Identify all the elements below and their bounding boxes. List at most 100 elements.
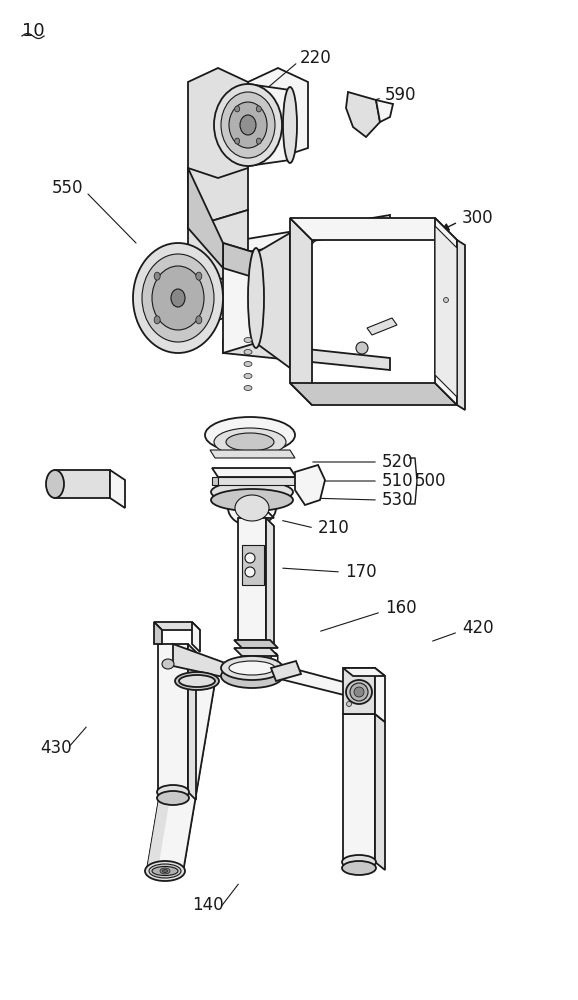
Polygon shape <box>188 270 248 330</box>
Ellipse shape <box>221 92 275 158</box>
Ellipse shape <box>221 656 283 680</box>
Bar <box>242 545 264 585</box>
Polygon shape <box>218 477 296 485</box>
Ellipse shape <box>211 489 293 511</box>
Ellipse shape <box>133 243 223 353</box>
Polygon shape <box>256 233 290 368</box>
Ellipse shape <box>154 272 160 280</box>
Ellipse shape <box>152 266 204 330</box>
Ellipse shape <box>160 868 170 874</box>
Ellipse shape <box>157 791 189 805</box>
Polygon shape <box>343 714 375 862</box>
Polygon shape <box>188 210 248 290</box>
Text: 140: 140 <box>192 896 224 914</box>
Text: 210: 210 <box>318 519 350 537</box>
Text: 520: 520 <box>382 453 414 471</box>
Polygon shape <box>188 168 223 268</box>
Ellipse shape <box>162 869 168 872</box>
Polygon shape <box>212 468 296 477</box>
Text: 510: 510 <box>382 472 414 490</box>
Ellipse shape <box>175 672 219 690</box>
Polygon shape <box>238 510 274 518</box>
Ellipse shape <box>342 861 376 875</box>
Polygon shape <box>290 218 457 240</box>
Ellipse shape <box>245 567 255 577</box>
Polygon shape <box>55 470 110 498</box>
Ellipse shape <box>354 687 364 697</box>
Text: 170: 170 <box>345 563 377 581</box>
Ellipse shape <box>145 861 185 881</box>
Text: 430: 430 <box>40 739 72 757</box>
Polygon shape <box>188 68 248 178</box>
Ellipse shape <box>244 361 252 366</box>
Polygon shape <box>238 518 266 640</box>
Ellipse shape <box>244 385 252 390</box>
Ellipse shape <box>171 289 185 307</box>
Ellipse shape <box>214 428 286 456</box>
Ellipse shape <box>196 272 202 280</box>
Polygon shape <box>457 240 465 410</box>
Ellipse shape <box>256 138 261 144</box>
Polygon shape <box>223 340 390 370</box>
Text: 160: 160 <box>385 599 417 617</box>
Polygon shape <box>346 92 380 137</box>
Ellipse shape <box>240 115 256 135</box>
Polygon shape <box>248 68 308 158</box>
Text: 220: 220 <box>300 49 332 67</box>
Ellipse shape <box>226 433 274 451</box>
Polygon shape <box>290 218 312 405</box>
Ellipse shape <box>346 680 372 704</box>
Polygon shape <box>276 664 356 698</box>
Polygon shape <box>147 678 190 870</box>
Polygon shape <box>188 644 196 800</box>
Ellipse shape <box>229 102 267 148</box>
Polygon shape <box>290 383 457 405</box>
Ellipse shape <box>228 490 276 526</box>
Ellipse shape <box>152 866 178 876</box>
Polygon shape <box>375 714 385 870</box>
Ellipse shape <box>142 254 214 342</box>
Ellipse shape <box>350 683 368 701</box>
Polygon shape <box>154 622 162 644</box>
Ellipse shape <box>283 87 297 163</box>
Polygon shape <box>234 648 278 656</box>
Text: 420: 420 <box>462 619 494 637</box>
Ellipse shape <box>149 864 181 878</box>
Polygon shape <box>435 218 457 405</box>
Polygon shape <box>110 470 125 508</box>
Ellipse shape <box>162 659 174 669</box>
Ellipse shape <box>229 661 275 675</box>
Text: 550: 550 <box>52 179 83 197</box>
Ellipse shape <box>244 373 252 378</box>
Text: 590: 590 <box>385 86 417 104</box>
Polygon shape <box>343 668 385 676</box>
Text: 10: 10 <box>22 22 45 40</box>
Polygon shape <box>376 100 393 122</box>
Polygon shape <box>367 318 397 335</box>
Ellipse shape <box>342 855 376 869</box>
Polygon shape <box>271 661 301 681</box>
Ellipse shape <box>244 350 252 355</box>
Polygon shape <box>154 622 200 630</box>
Ellipse shape <box>196 316 202 324</box>
Ellipse shape <box>248 248 264 348</box>
Polygon shape <box>266 518 274 648</box>
Polygon shape <box>248 84 290 166</box>
Polygon shape <box>173 644 228 678</box>
Ellipse shape <box>443 298 449 302</box>
Text: 500: 500 <box>415 472 446 490</box>
Ellipse shape <box>244 338 252 342</box>
Ellipse shape <box>179 675 215 687</box>
Text: 410: 410 <box>248 651 280 669</box>
Ellipse shape <box>245 553 255 563</box>
Ellipse shape <box>211 481 293 503</box>
Ellipse shape <box>235 106 240 112</box>
Polygon shape <box>188 148 248 228</box>
Ellipse shape <box>256 106 261 112</box>
Polygon shape <box>158 644 188 792</box>
Ellipse shape <box>356 342 368 354</box>
Text: 300: 300 <box>462 209 494 227</box>
Polygon shape <box>343 668 375 714</box>
Polygon shape <box>210 450 295 458</box>
Polygon shape <box>212 477 218 485</box>
